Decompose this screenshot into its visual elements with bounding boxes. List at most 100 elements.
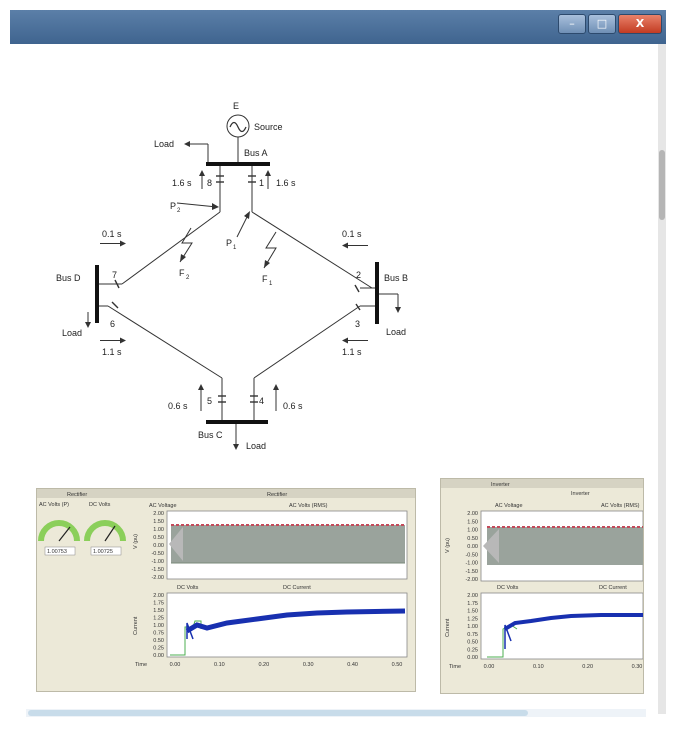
vertical-scrollbar[interactable]	[658, 44, 666, 714]
inverter-title: Inverter	[491, 482, 510, 488]
rect-voltage-legend-1: AC Voltage	[149, 503, 177, 509]
rect-current-y-tick-7: 0.25	[153, 646, 164, 652]
gauge-dc-volts-label: DC Volts	[89, 502, 111, 508]
time-label-d-top: 0.1 s	[102, 229, 122, 239]
inv-voltage-y-tick-2: 1.00	[467, 528, 478, 534]
time-label-d-bottom: 1.1 s	[102, 347, 122, 357]
breaker-4-label: 4	[259, 396, 264, 406]
window-titlebar: – □ X	[10, 10, 666, 44]
p1-label: P	[226, 238, 232, 248]
rect-voltage-ylabel: V (pu)	[133, 534, 139, 549]
rect-voltage-waveform	[169, 524, 405, 564]
fault-f2-label: F	[179, 268, 185, 278]
inv-current-y-tick-8: 0.00	[467, 655, 478, 661]
fault-f1-label: F	[262, 274, 268, 284]
p2-label: P	[170, 201, 176, 211]
inv-voltage-waveform	[483, 526, 643, 565]
rect-voltage-y-tick-0: 2.00	[153, 511, 164, 517]
load-label-d: Load	[62, 328, 82, 338]
inv-current-y-tick-6: 0.50	[467, 640, 478, 646]
bus-a-bar	[206, 162, 270, 166]
rect-time-x-tick-4: 0.40	[347, 662, 358, 668]
svg-text:1.00725: 1.00725	[93, 549, 113, 555]
rect-time-x-tick-0: 0.00	[170, 662, 181, 668]
breaker-8-label: 8	[207, 178, 212, 188]
p2-sub: 2	[177, 208, 181, 214]
rect-time-x-tick-1: 0.10	[214, 662, 225, 668]
maximize-button[interactable]: □	[588, 14, 616, 34]
inv-time-x-tick-3: 0.30	[632, 664, 643, 670]
rect-time-x-tick-5: 0.50	[392, 662, 403, 668]
inv-current-ylabel: Current	[445, 618, 451, 637]
inv-voltage-y-tick-7: -1.50	[465, 569, 478, 575]
source-label-e: E	[233, 101, 239, 111]
gauge-ac-volts: 1.00753	[38, 520, 80, 556]
inverter-panel-graphics: Inverter Inverter AC Voltage AC Volts (R…	[441, 479, 644, 670]
inv-current-legend-1: DC Volts	[497, 585, 519, 591]
p1-sub: 1	[233, 245, 237, 251]
inv-current-y-tick-2: 1.50	[467, 609, 478, 615]
rectifier-panel: Rectifier Rectifier AC Volts (P) DC Volt…	[36, 488, 416, 692]
rect-voltage-y-tick-2: 1.00	[153, 527, 164, 533]
time-label-b-top: 0.1 s	[342, 229, 362, 239]
fault-f2-sub: 2	[186, 275, 190, 281]
rectifier-panel-graphics: Rectifier Rectifier AC Volts (P) DC Volt…	[37, 489, 415, 668]
inv-time-label: Time	[449, 664, 461, 670]
inv-voltage-y-tick-4: 0.00	[467, 544, 478, 550]
rect-current-y-tick-0: 2.00	[153, 593, 164, 599]
rect-voltage-legend-2: AC Volts (RMS)	[289, 503, 328, 509]
rect-voltage-y-tick-8: -2.00	[151, 575, 164, 581]
inv-time-x-tick-0: 0.00	[484, 664, 495, 670]
bus-d-label: Bus D	[56, 273, 81, 283]
horizontal-scroll-thumb[interactable]	[28, 710, 528, 716]
rect-time-x-tick-2: 0.20	[258, 662, 269, 668]
time-label-c-right: 0.6 s	[283, 401, 303, 411]
rect-time-label: Time	[135, 662, 147, 668]
breaker-3-label: 3	[355, 319, 360, 329]
rect-voltage-y-tick-7: -1.50	[151, 567, 164, 573]
inv-voltage-legend-2: AC Volts (RMS)	[601, 503, 640, 509]
rect-current-plot-area	[166, 592, 408, 658]
inv-voltage-y-tick-3: 0.50	[467, 536, 478, 542]
breaker-1-label: 1	[259, 178, 264, 188]
inv-current-y-tick-5: 0.75	[467, 632, 478, 638]
power-system-diagram: E Source Load Bus A 1.6 s 1.6 s 8 1 P 2 …	[56, 101, 408, 451]
rect-current-y-tick-1: 1.75	[153, 601, 164, 607]
rect-current-y-tick-3: 1.25	[153, 616, 164, 622]
time-label-a-right: 1.6 s	[276, 178, 296, 188]
time-label-b-bottom: 1.1 s	[342, 347, 362, 357]
rect-current-y-tick-6: 0.50	[153, 638, 164, 644]
inv-voltage-legend-1: AC Voltage	[495, 503, 523, 509]
bus-a-label: Bus A	[244, 148, 268, 158]
inv-current-y-tick-3: 1.25	[467, 616, 478, 622]
inv-voltage-y-tick-0: 2.00	[467, 511, 478, 517]
rect-time-x-tick-3: 0.30	[303, 662, 314, 668]
load-label-b: Load	[386, 327, 406, 337]
rect-current-ylabel: Current	[133, 616, 139, 635]
inv-voltage-y-tick-5: -0.50	[465, 552, 478, 558]
time-label-a-left: 1.6 s	[172, 178, 192, 188]
rectifier-plot-title: Rectifier	[267, 492, 287, 498]
inv-current-y-tick-4: 1.00	[467, 624, 478, 630]
time-label-c-left: 0.6 s	[168, 401, 188, 411]
fault-f1-symbol	[263, 231, 277, 269]
inv-current-waveform	[487, 613, 643, 658]
inverter-plot-title: Inverter	[571, 491, 590, 497]
rect-current-waveform	[170, 608, 406, 656]
inv-voltage-y-tick-8: -2.00	[465, 577, 478, 583]
inv-current-y-tick-1: 1.75	[467, 601, 478, 607]
inv-time-x-tick-1: 0.10	[533, 664, 544, 670]
rect-current-legend-2: DC Current	[283, 585, 311, 591]
minimize-button[interactable]: –	[558, 14, 586, 34]
close-button[interactable]: X	[618, 14, 662, 34]
rect-current-y-tick-8: 0.00	[153, 653, 164, 659]
rect-current-y-tick-4: 1.00	[153, 623, 164, 629]
window-controls: – □ X	[558, 14, 662, 34]
inv-voltage-y-tick-1: 1.50	[467, 519, 478, 525]
bus-c-label: Bus C	[198, 430, 223, 440]
rect-current-y-tick-5: 0.75	[153, 631, 164, 637]
source-label: Source	[254, 122, 283, 132]
vertical-scroll-thumb[interactable]	[659, 150, 665, 220]
fault-f2-symbol	[179, 227, 193, 263]
rect-voltage-y-tick-5: -0.50	[151, 551, 164, 557]
